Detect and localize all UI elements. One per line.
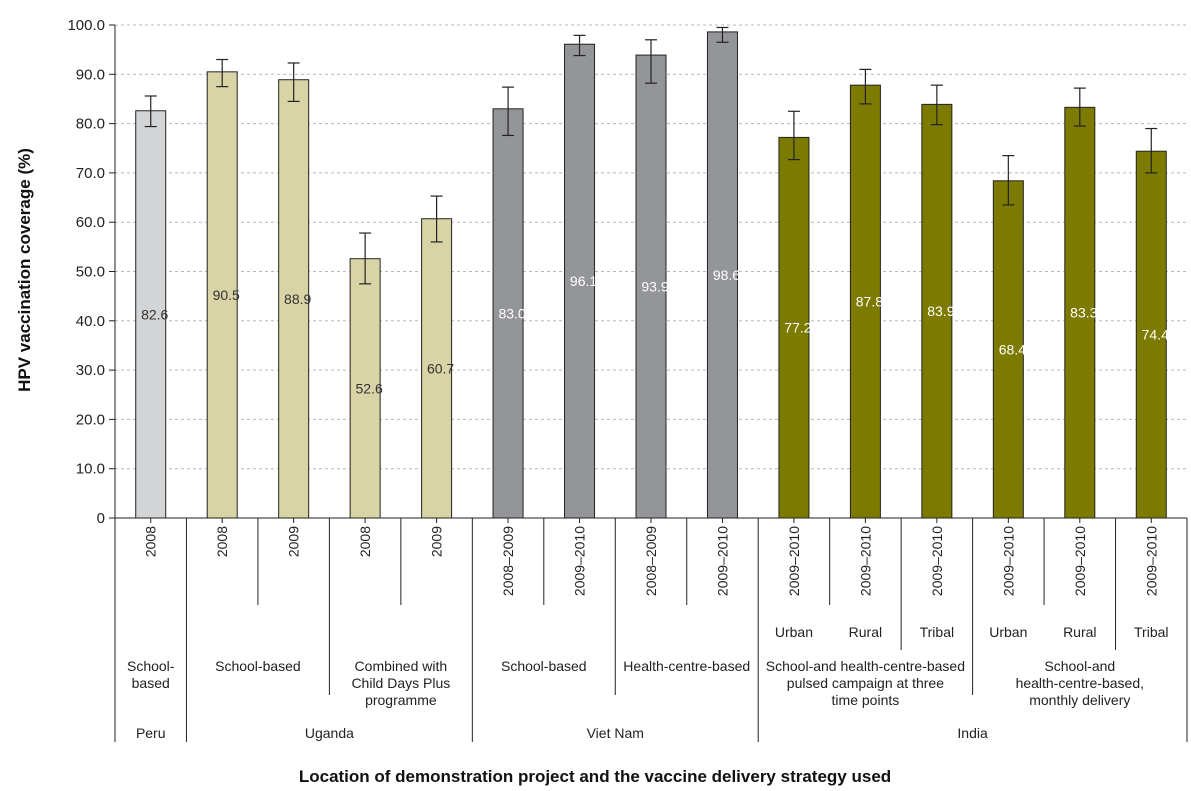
data-label: 83.0 [498, 305, 525, 321]
year-label: 2009–2010 [714, 526, 730, 596]
area-label: Urban [775, 624, 813, 640]
bar [421, 218, 453, 519]
strategy-label: Child Days Plus [351, 675, 450, 691]
strategy-label: monthly delivery [1029, 692, 1130, 708]
area-label: Urban [989, 624, 1027, 640]
location-label: Uganda [305, 725, 354, 741]
y-tick-label: 70.0 [76, 165, 105, 182]
bar [635, 54, 667, 519]
bar [1135, 150, 1167, 519]
year-label: 2009–2010 [929, 526, 945, 596]
data-label: 82.6 [141, 306, 168, 322]
bar [992, 180, 1024, 519]
data-label: 96.1 [570, 273, 597, 289]
year-label: 2009 [429, 526, 445, 557]
strategy-label: pulsed campaign at three [787, 675, 944, 691]
data-label: 52.6 [356, 380, 383, 396]
x-axis-categories: 2008 2008 2009 2008 2009 2008–2009 2009–2010 20… [114, 517, 1188, 742]
data-label: 83.3 [1070, 305, 1097, 321]
area-label: Tribal [1134, 624, 1169, 640]
data-label: 87.8 [856, 294, 883, 310]
bar [349, 258, 381, 519]
year-label: 2009–2010 [572, 526, 588, 596]
bar [206, 71, 238, 519]
year-label: 2009–2010 [786, 526, 802, 596]
y-tick-label: 50.0 [76, 264, 105, 281]
data-label: 90.5 [213, 287, 240, 303]
y-tick-label: 100.0 [67, 17, 105, 34]
year-label: 2009–2010 [857, 526, 873, 596]
y-tick-label: 10.0 [76, 461, 105, 478]
data-label: 93.9 [641, 279, 668, 295]
bar [778, 136, 810, 519]
data-label: 60.7 [427, 360, 454, 376]
year-label: 2008–2009 [500, 526, 516, 596]
bar [564, 43, 596, 519]
year-label: 2008 [357, 526, 373, 557]
year-label: 2009–2010 [1143, 526, 1159, 596]
bar [849, 84, 881, 519]
y-tick-label: 40.0 [76, 313, 105, 330]
year-label: 2008–2009 [643, 526, 659, 596]
bar [1064, 106, 1096, 519]
data-label: 83.9 [927, 303, 954, 319]
bar [706, 31, 738, 519]
y-tick-label: 30.0 [76, 362, 105, 379]
year-label: 2008 [143, 526, 159, 557]
y-tick-label: 0 [97, 510, 105, 527]
strategy-label: School-and health-centre-based [766, 658, 965, 674]
y-tick-label: 80.0 [76, 116, 105, 133]
y-axis-title: HPV vaccination coverage (%) [15, 148, 34, 392]
bars: 82.6 90.5 88.9 52.6 60.7 83.0 96.1 93.9 98.6 77.2… [135, 26, 1169, 519]
y-axis: 0 10.0 20.0 30.0 40.0 50.0 60.0 70.0 80.0 90.0 100… [67, 17, 116, 527]
area-label: Tribal [920, 624, 955, 640]
y-tick-label: 90.0 [76, 66, 105, 83]
data-label: 88.9 [284, 291, 311, 307]
strategy-label: School-based [215, 658, 301, 674]
x-axis-title: Location of demonstration project and th… [299, 767, 891, 786]
year-label: 2009–2010 [1000, 526, 1016, 596]
data-label: 68.4 [999, 341, 1026, 357]
location-label: India [957, 725, 988, 741]
strategy-label: based [132, 675, 170, 691]
bar [278, 79, 310, 519]
bar [921, 103, 953, 519]
strategy-label: School-based [501, 658, 587, 674]
y-tick-label: 20.0 [76, 411, 105, 428]
data-label: 74.4 [1142, 327, 1169, 343]
year-label: 2009 [286, 526, 302, 557]
strategy-label: Health-centre-based [623, 658, 750, 674]
strategy-label: time points [832, 692, 900, 708]
area-label: Rural [1063, 624, 1096, 640]
location-label: Viet Nam [587, 725, 644, 741]
strategy-label: health-centre-based, [1016, 675, 1144, 691]
year-label: 2009–2010 [1072, 526, 1088, 596]
y-tick-label: 60.0 [76, 214, 105, 231]
data-label: 77.2 [784, 320, 811, 336]
strategy-label: School-and [1044, 658, 1115, 674]
strategy-label: programme [365, 692, 437, 708]
location-label: Peru [136, 725, 166, 741]
year-label: 2008 [214, 526, 230, 557]
bar [135, 110, 167, 519]
strategy-label: Combined with [355, 658, 448, 674]
data-label: 98.6 [713, 267, 740, 283]
strategy-label: School- [127, 658, 175, 674]
area-label: Rural [849, 624, 882, 640]
